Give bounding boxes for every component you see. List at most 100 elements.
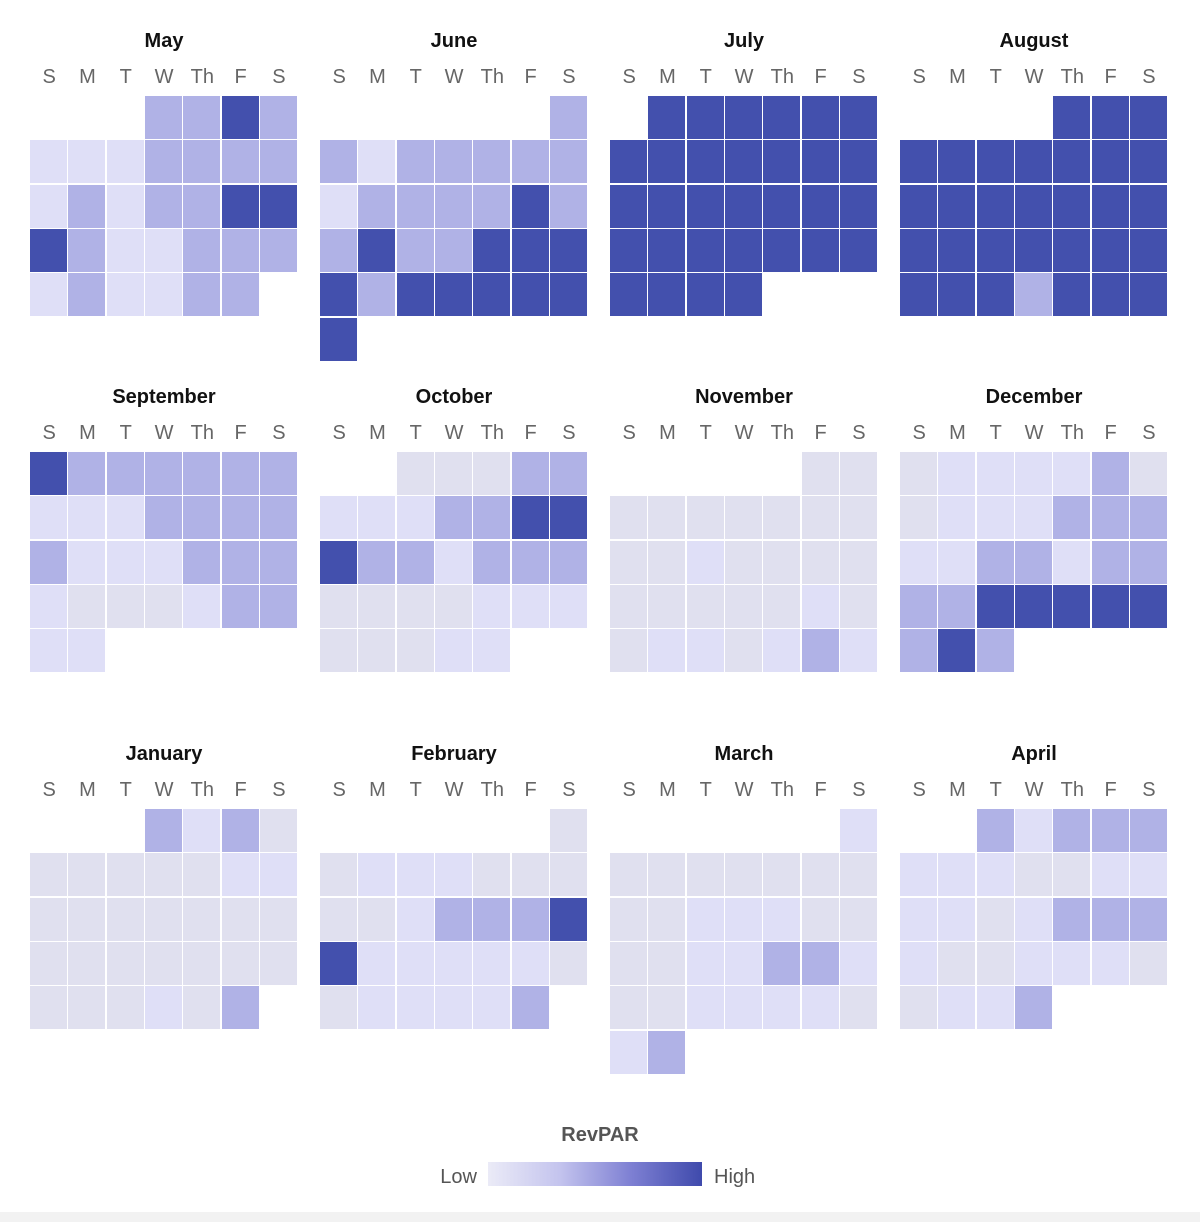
day-cell <box>259 809 297 852</box>
day-cell <box>900 986 937 1030</box>
month-title: June <box>430 30 478 52</box>
day-cell <box>183 941 221 985</box>
day-cell <box>144 496 182 540</box>
day-cell <box>221 273 259 317</box>
day-cell <box>511 496 549 540</box>
day-cell <box>763 853 801 897</box>
day-cell <box>839 228 877 272</box>
weekday-label: Th <box>190 422 214 444</box>
day-cell <box>320 897 357 941</box>
day-cell <box>610 540 647 584</box>
day-cell <box>724 853 762 897</box>
day-cell <box>221 809 259 852</box>
day-cell <box>839 96 877 139</box>
day-cell <box>106 273 144 317</box>
weekday-label: W <box>444 779 464 801</box>
day-cell <box>396 629 434 673</box>
day-cell <box>1014 140 1052 184</box>
day-cell <box>434 853 472 897</box>
day-cell <box>610 496 647 540</box>
day-cell <box>763 941 801 985</box>
day-cell <box>648 228 686 272</box>
day-cell <box>976 228 1014 272</box>
day-cell <box>686 584 724 628</box>
day-cell <box>686 140 724 184</box>
day-cell <box>511 184 549 228</box>
day-cell <box>686 897 724 941</box>
day-cell <box>686 986 724 1030</box>
weekday-label: T <box>409 66 422 88</box>
weekday-label: S <box>622 66 636 88</box>
day-cell <box>900 452 937 495</box>
day-cell <box>511 986 549 1030</box>
day-cell <box>68 496 106 540</box>
day-cell <box>473 228 511 272</box>
day-cell <box>976 584 1014 628</box>
day-cell <box>106 897 144 941</box>
day-cell <box>106 941 144 985</box>
month-title: August <box>999 30 1069 52</box>
weekday-label: S <box>852 66 866 88</box>
weekday-label: M <box>79 66 96 88</box>
day-cell <box>976 897 1014 941</box>
day-cell <box>839 452 877 495</box>
day-cell <box>396 273 434 317</box>
day-cell <box>434 986 472 1030</box>
weekday-label: Th <box>1060 779 1084 801</box>
day-cell <box>358 228 396 272</box>
weekday-label: W <box>154 779 174 801</box>
day-cell <box>1014 809 1052 852</box>
day-cell <box>259 184 297 228</box>
day-cell <box>358 540 396 584</box>
weekday-label: S <box>1142 66 1156 88</box>
day-cell <box>259 853 297 897</box>
day-cell <box>106 540 144 584</box>
weekday-label: T <box>699 422 712 444</box>
day-cell <box>106 228 144 272</box>
day-cell <box>801 853 839 897</box>
day-cell <box>320 986 357 1030</box>
day-cell <box>30 986 67 1030</box>
day-cell <box>610 1030 647 1074</box>
day-cell <box>839 540 877 584</box>
day-cell <box>1129 540 1167 584</box>
day-cell <box>511 228 549 272</box>
weekday-label: S <box>852 422 866 444</box>
day-cell <box>549 853 587 897</box>
day-cell <box>549 941 587 985</box>
day-cell <box>144 897 182 941</box>
day-cell <box>434 452 472 495</box>
day-cell <box>511 452 549 495</box>
weekday-label: Th <box>770 422 794 444</box>
day-cell <box>763 897 801 941</box>
month-title: May <box>144 30 184 52</box>
weekday-label: F <box>524 422 537 444</box>
weekday-label: W <box>154 66 174 88</box>
day-cell <box>1053 273 1091 317</box>
day-cell <box>473 140 511 184</box>
weekday-label: S <box>42 422 56 444</box>
day-cell <box>396 452 434 495</box>
day-cell <box>801 184 839 228</box>
day-cell <box>801 897 839 941</box>
weekday-label: S <box>562 66 576 88</box>
day-cell <box>1129 496 1167 540</box>
day-cell <box>144 96 182 139</box>
day-cell <box>30 897 67 941</box>
day-cell <box>144 140 182 184</box>
day-cell <box>68 228 106 272</box>
day-cell <box>1053 853 1091 897</box>
day-cell <box>1014 452 1052 495</box>
weekday-label: S <box>1142 422 1156 444</box>
day-cell <box>938 496 976 540</box>
day-cell <box>938 140 976 184</box>
day-cell <box>183 96 221 139</box>
day-cell <box>1053 809 1091 852</box>
weekday-label: S <box>912 779 926 801</box>
day-cell <box>1053 228 1091 272</box>
weekday-label: F <box>814 66 827 88</box>
weekday-label: S <box>272 66 286 88</box>
day-cell <box>358 897 396 941</box>
day-cell <box>434 273 472 317</box>
weekday-label: T <box>119 422 132 444</box>
